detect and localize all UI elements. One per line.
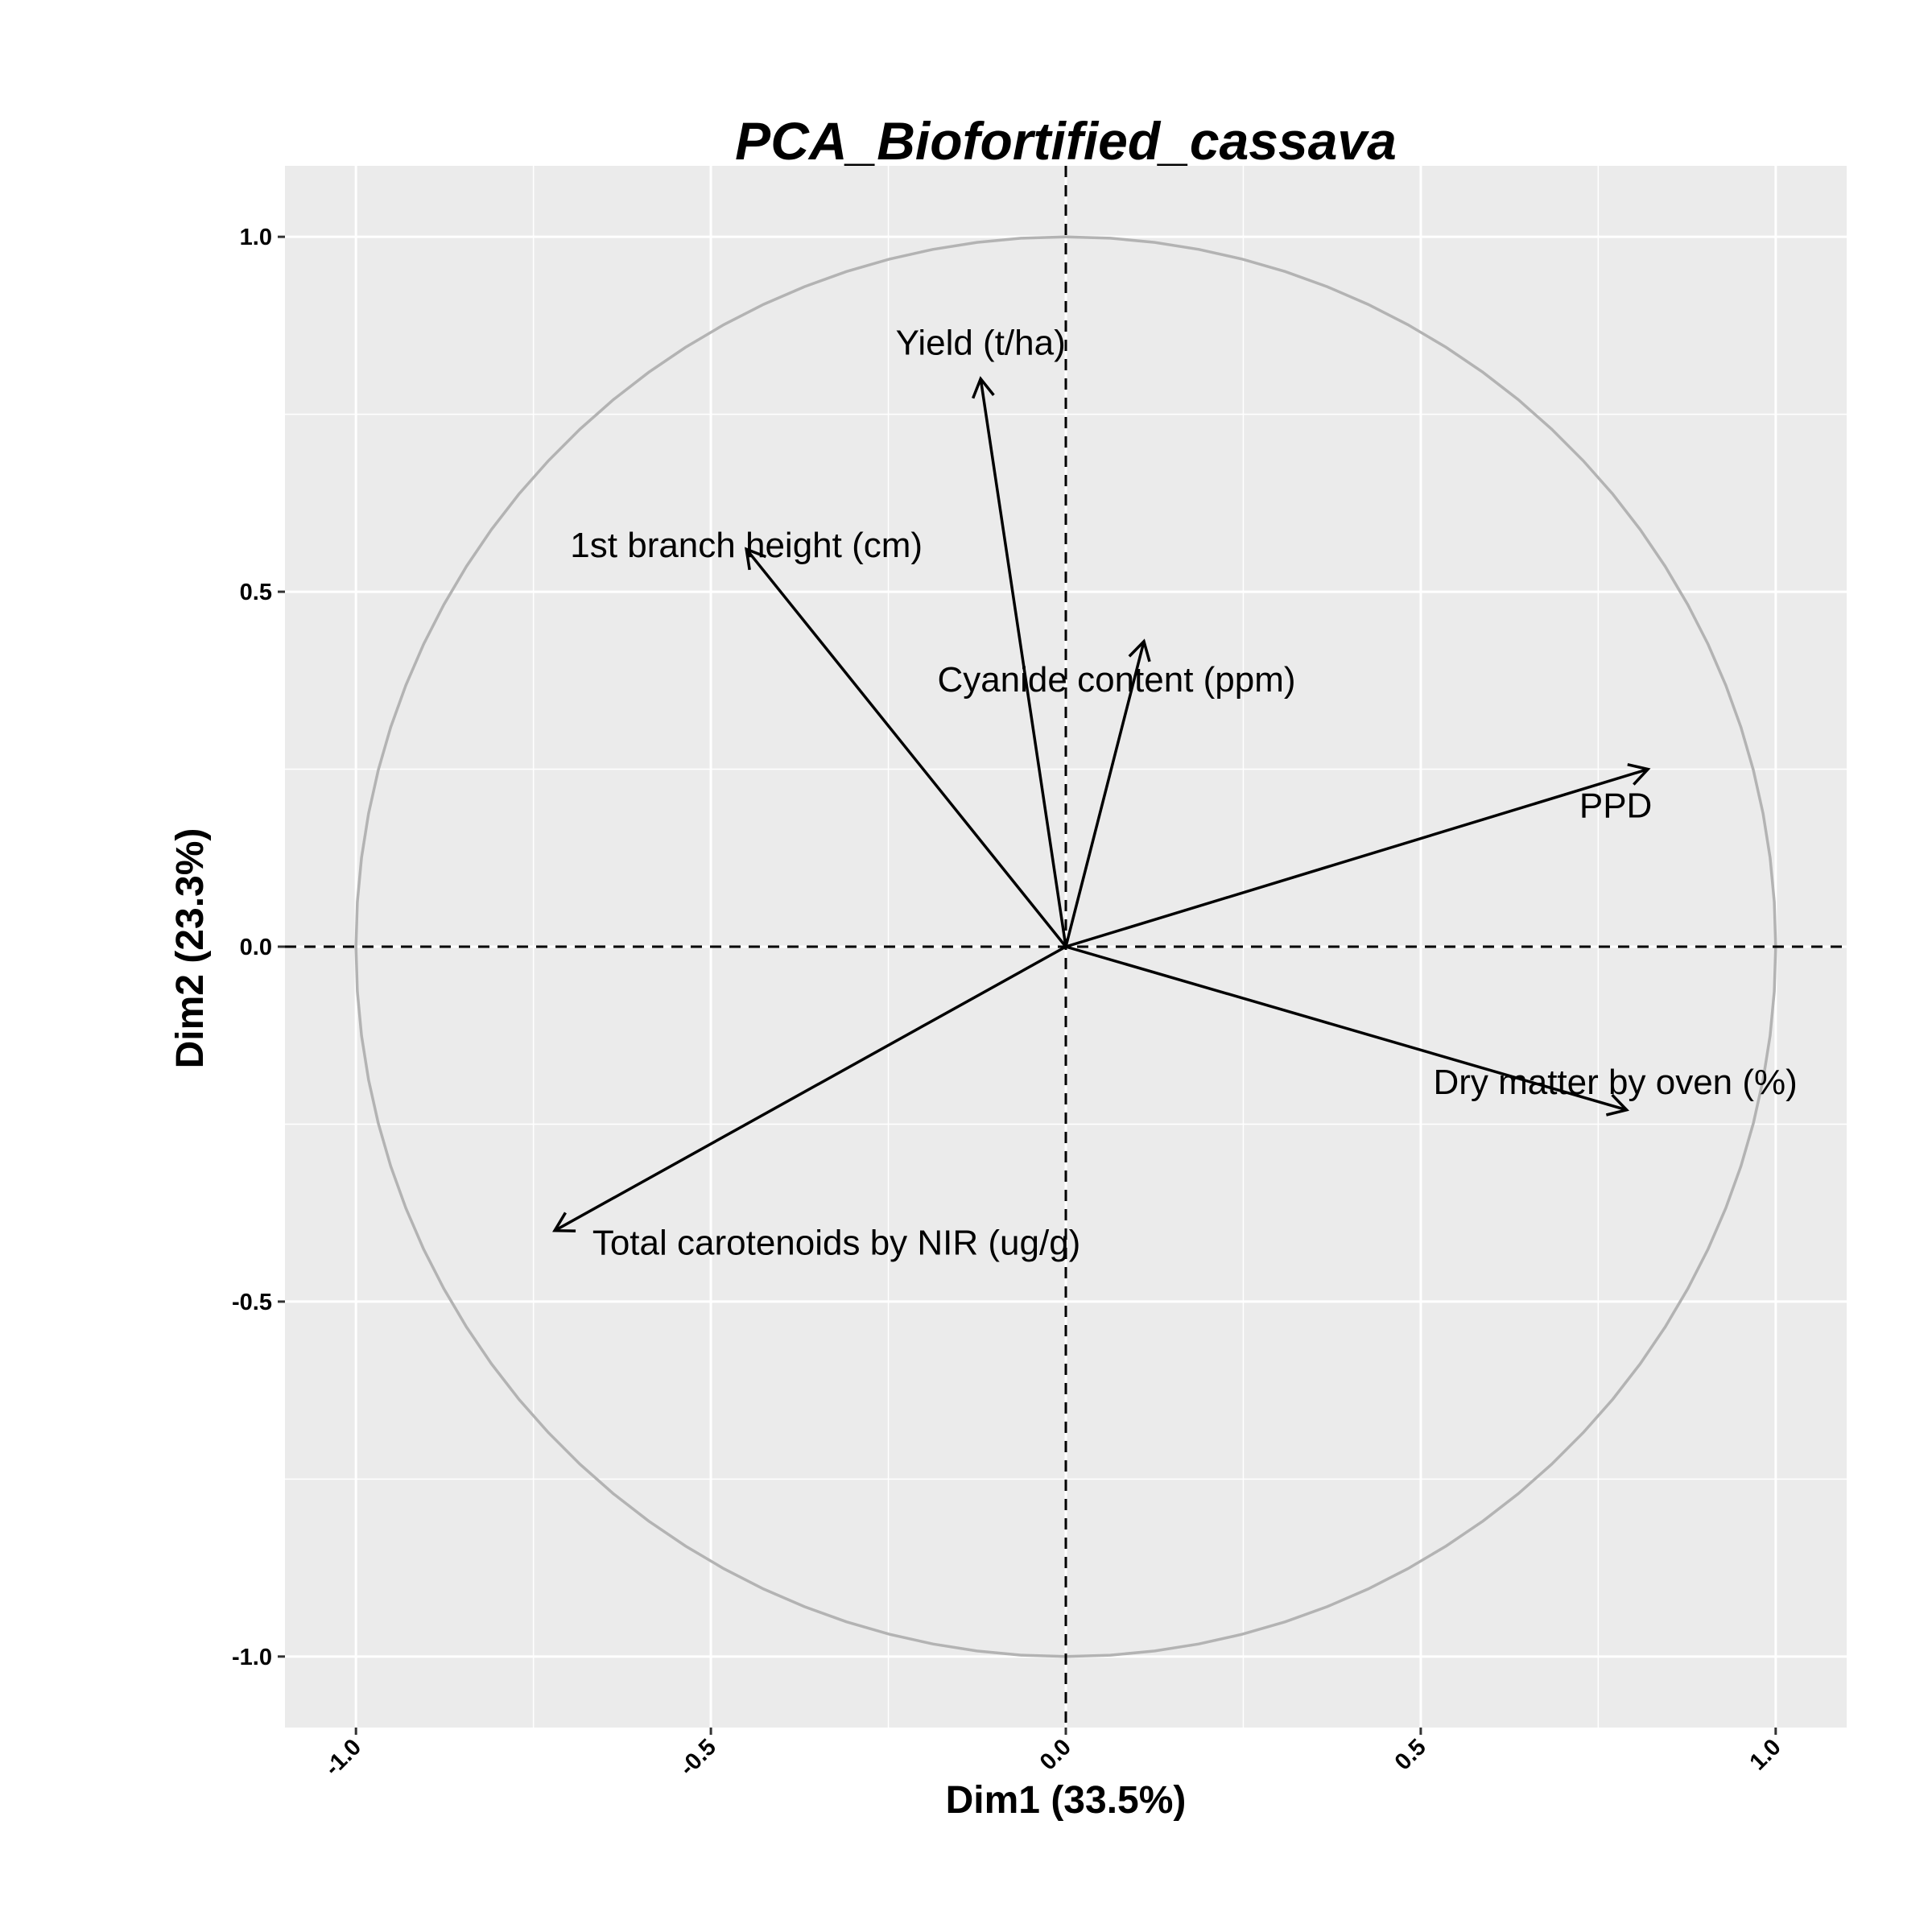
chart-title: PCA_Biofortified_cassava <box>735 111 1397 171</box>
x-tick-label: 0.5 <box>1390 1734 1431 1775</box>
y-tick-label: -1.0 <box>232 1645 272 1670</box>
y-axis-ticks: -1.0 -0.5 0.0 0.5 1.0 <box>232 225 285 1670</box>
variable-1st-branch-height-cm-arrow <box>745 548 1067 948</box>
y-axis-title: Dim2 (23.3%) <box>169 828 212 1069</box>
x-tick-label: -1.0 <box>320 1734 366 1781</box>
y-tick-label: 1.0 <box>240 225 272 250</box>
variable-yield-t-ha-label: Yield (t/ha) <box>896 324 1066 363</box>
variable-total-carotenoids-by-nir-ug-g-arrow <box>554 945 1067 1232</box>
variable-dry-matter-by-oven-arrowhead <box>1605 1093 1629 1117</box>
variable-1st-branch-height-cm-label: 1st branch height (cm) <box>570 526 923 565</box>
x-tick-label: 1.0 <box>1745 1734 1786 1775</box>
unit-circle-layer <box>354 235 1777 1658</box>
variable-dry-matter-by-oven-arrow <box>1065 945 1628 1112</box>
variable-ppd-label: PPD <box>1579 786 1652 826</box>
unit-circle <box>354 235 1777 1658</box>
y-tick-label: -0.5 <box>232 1290 272 1315</box>
variable-yield-t-ha-arrow <box>979 378 1067 947</box>
variable-cyanide-content-ppm-arrow <box>1064 641 1146 947</box>
variable-ppd-arrow <box>1065 767 1649 948</box>
x-axis-ticks: -1.0 -0.5 0.0 0.5 1.0 <box>320 1728 1786 1781</box>
variable-cyanide-content-ppm-arrowhead <box>1128 638 1151 663</box>
variable-total-carotenoids-by-nir-ug-g-label: Total carotenoids by NIR (ug/g) <box>592 1224 1081 1263</box>
y-tick-label: 0.5 <box>240 580 272 605</box>
variable-dry-matter-by-oven-label: Dry matter by oven (%) <box>1433 1063 1797 1102</box>
variable-ppd-arrowhead <box>1627 762 1651 786</box>
variable-labels: Yield (t/ha) 1st branch height (cm) Cyanid… <box>570 324 1798 1263</box>
variable-total-carotenoids-by-nir-ug-g-arrowhead <box>552 1212 576 1232</box>
variable-1st-branch-height-cm-arrowhead <box>744 547 767 571</box>
x-axis-title: Dim1 (33.5%) <box>946 1779 1187 1822</box>
x-tick-label: -0.5 <box>675 1734 721 1781</box>
x-tick-label: 0.0 <box>1035 1734 1076 1775</box>
variable-cyanide-content-ppm-label: Cyanide content (ppm) <box>937 660 1295 700</box>
y-tick-label: 0.0 <box>240 935 272 960</box>
variable-arrows <box>552 376 1651 1232</box>
variable-yield-t-ha-arrowhead <box>972 376 995 399</box>
